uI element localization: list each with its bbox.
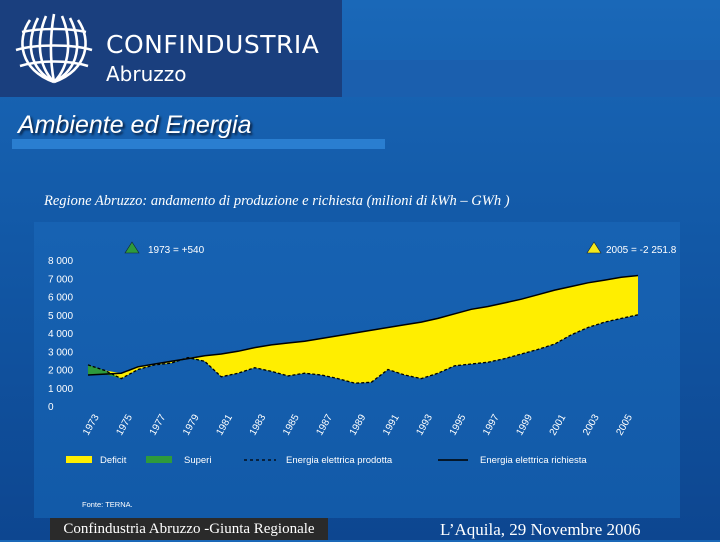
x-tick-label: 1975 (114, 412, 135, 437)
deficit-area (88, 275, 638, 384)
x-tick-label: 1991 (381, 412, 402, 437)
x-tick-label: 1973 (81, 412, 102, 437)
x-tick-label: 2001 (548, 412, 569, 437)
x-tick-label: 1993 (414, 412, 435, 437)
x-tick-label: 1977 (148, 412, 169, 437)
page-title: Ambiente ed Energia (18, 111, 252, 139)
y-tick-label: 0 (48, 402, 54, 413)
y-tick-label: 2 000 (48, 366, 73, 377)
y-tick-label: 6 000 (48, 293, 73, 304)
y-tick-label: 4 000 (48, 329, 73, 340)
x-tick-label: 1987 (314, 412, 335, 437)
legend-label-deficit: Deficit (100, 455, 127, 466)
annotation-marker-2005 (586, 241, 602, 254)
legend-swatch-surplus (146, 456, 172, 463)
series-line-richiesta (87, 274, 639, 376)
org-region: Abruzzo (106, 62, 187, 86)
x-tick-label: 1997 (481, 412, 502, 437)
legend-label-surplus: Superi (184, 455, 211, 466)
y-tick-label: 1 000 (48, 384, 73, 395)
x-tick-label: 1981 (214, 412, 235, 437)
production-demand-chart: 1973 = +540 2005 = -2 251.8 0 1 000 2 000 3 0… (48, 241, 677, 509)
y-tick-label: 7 000 (48, 274, 73, 285)
legend-label-richiesta: Energia elettrica richiesta (480, 455, 587, 466)
logo-panel: CONFINDUSTRIA Abruzzo (0, 0, 342, 97)
footer-organization: Confindustria Abruzzo -Giunta Regionale (50, 518, 328, 540)
x-tick-label: 2005 (614, 412, 635, 437)
confindustria-logo-icon (15, 13, 93, 84)
legend-swatch-deficit (66, 456, 92, 463)
annotation-1973: 1973 = +540 (148, 245, 205, 256)
x-tick-label: 1995 (448, 412, 469, 437)
title-underline (12, 139, 385, 149)
chart-source: Fonte: TERNA. (82, 500, 133, 509)
x-tick-label: 1979 (181, 412, 202, 437)
x-tick-label: 1985 (281, 412, 302, 437)
x-tick-label: 2003 (581, 412, 602, 437)
y-tick-label: 3 000 (48, 347, 73, 358)
legend-label-prodotta: Energia elettrica prodotta (286, 455, 393, 466)
footer-place-date: L’Aquila, 29 Novembre 2006 (440, 520, 641, 539)
org-name: CONFINDUSTRIA (106, 30, 320, 59)
x-tick-label: 1983 (248, 412, 269, 437)
header-strip (342, 60, 720, 97)
y-tick-label: 5 000 (48, 311, 73, 322)
annotation-marker-1973 (124, 241, 140, 254)
chart-caption: Regione Abruzzo: andamento di produzione… (44, 193, 510, 209)
x-tick-label: 1989 (348, 412, 369, 437)
x-tick-label: 1999 (514, 412, 535, 437)
y-tick-label: 8 000 (48, 256, 73, 267)
annotation-2005: 2005 = -2 251.8 (606, 245, 677, 256)
